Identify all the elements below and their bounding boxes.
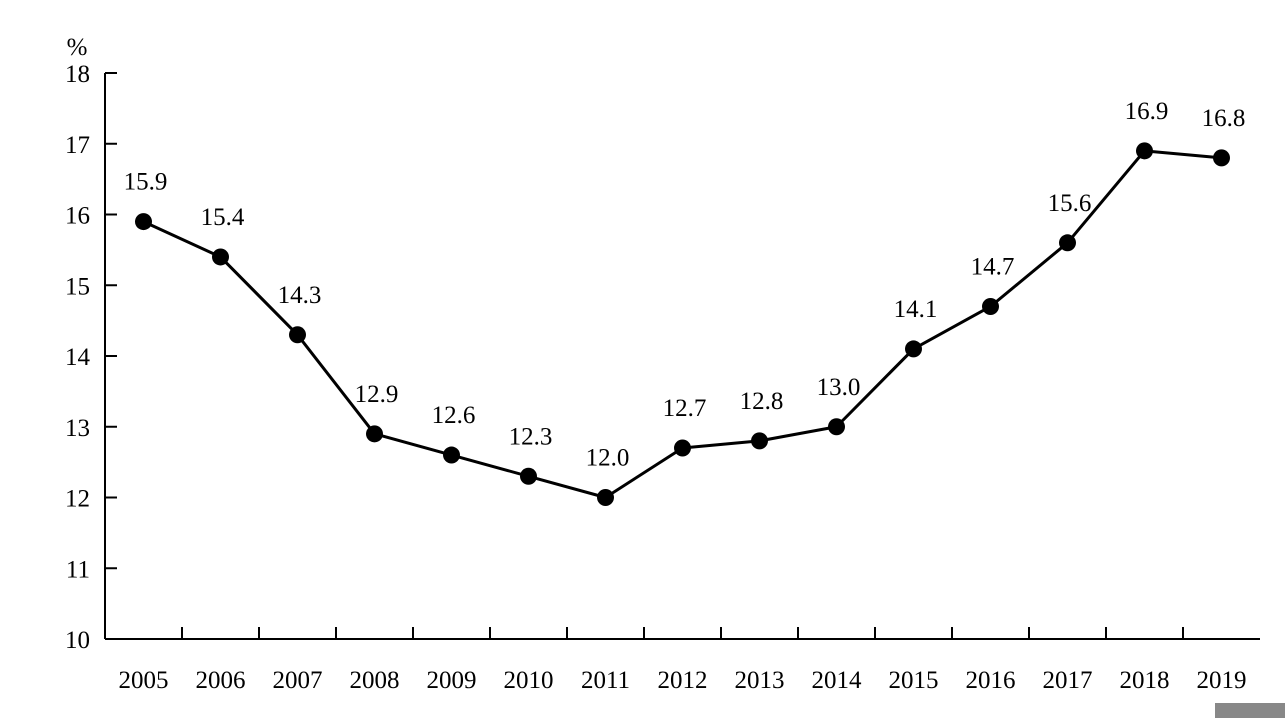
x-tick-label: 2014 <box>812 667 863 694</box>
data-point <box>520 467 537 485</box>
y-tick-label: 14 <box>65 344 91 371</box>
data-label: 12.0 <box>586 445 630 472</box>
data-point <box>212 248 229 266</box>
x-tick-label: 2015 <box>889 667 939 694</box>
x-tick-label: 2016 <box>966 667 1016 694</box>
y-tick-label: 13 <box>65 415 90 442</box>
data-label: 15.6 <box>1048 190 1092 217</box>
data-point <box>1213 149 1230 167</box>
data-label: 12.9 <box>355 381 399 408</box>
data-label: 15.9 <box>124 169 168 196</box>
x-tick-label: 2008 <box>350 667 400 694</box>
data-point <box>828 418 845 436</box>
data-point <box>135 213 152 231</box>
axes <box>104 73 1260 640</box>
data-label: 12.8 <box>740 388 784 415</box>
data-point <box>1059 234 1076 252</box>
y-tick-label: 11 <box>66 556 90 583</box>
x-tick-label: 2018 <box>1120 667 1170 694</box>
data-label: 12.7 <box>663 395 707 422</box>
y-axis-unit-label: % <box>67 34 88 61</box>
data-point <box>1136 142 1153 160</box>
data-label: 13.0 <box>817 374 861 401</box>
data-label: 14.7 <box>971 253 1015 280</box>
x-axis-ticks: 2005 2006 2007 2008 2009 2010 2011 2012 2013 2014… <box>119 627 1247 694</box>
data-label: 12.6 <box>432 402 476 429</box>
data-point <box>674 439 691 457</box>
x-tick-label: 2012 <box>658 667 708 694</box>
x-tick-label: 2019 <box>1197 667 1247 694</box>
data-label: 16.9 <box>1125 98 1169 125</box>
data-label: 14.3 <box>278 282 322 309</box>
x-tick-label: 2009 <box>427 667 477 694</box>
y-tick-label: 10 <box>65 627 90 654</box>
series-group <box>135 142 1230 506</box>
data-point <box>443 446 460 464</box>
data-label: 15.4 <box>201 204 245 231</box>
x-tick-label: 2013 <box>735 667 785 694</box>
x-tick-label: 2011 <box>581 667 630 694</box>
y-tick-label: 17 <box>65 132 90 159</box>
corner-scrollbar-fragment <box>1215 703 1285 718</box>
data-point <box>751 432 768 450</box>
y-axis-ticks: 10 11 12 13 14 15 16 17 18 <box>65 61 117 654</box>
y-tick-label: 15 <box>65 273 90 300</box>
data-point <box>597 489 614 506</box>
x-tick-label: 2010 <box>504 667 554 694</box>
x-tick-label: 2017 <box>1043 667 1093 694</box>
data-point <box>982 297 999 315</box>
y-tick-label: 12 <box>65 486 90 513</box>
data-point <box>366 425 383 443</box>
x-tick-label: 2007 <box>273 667 323 694</box>
data-label: 12.3 <box>509 423 553 450</box>
x-tick-label: 2005 <box>119 667 169 694</box>
y-tick-label: 16 <box>65 203 90 230</box>
y-tick-label: 18 <box>65 61 90 88</box>
data-label: 16.8 <box>1202 105 1246 132</box>
data-point <box>905 340 922 358</box>
data-labels: 15.9 15.4 14.3 12.9 12.6 12.3 12.0 12.7 12.8 13.0… <box>124 98 1246 472</box>
data-point <box>289 326 306 344</box>
data-label: 14.1 <box>894 296 938 323</box>
x-tick-label: 2006 <box>196 667 246 694</box>
